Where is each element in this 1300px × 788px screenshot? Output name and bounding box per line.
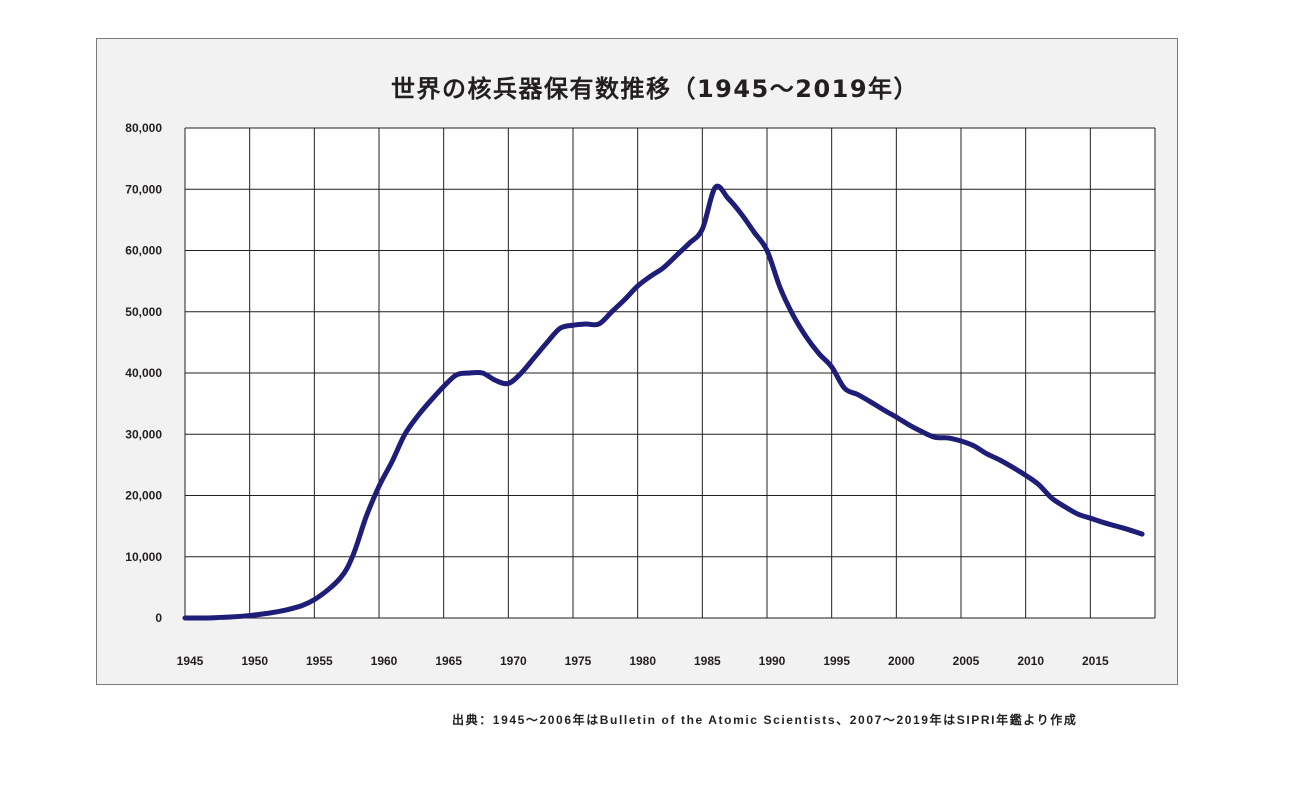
x-tick-label: 2010 xyxy=(1017,654,1044,668)
y-tick-label: 80,000 xyxy=(125,121,162,135)
x-tick-label: 1955 xyxy=(306,654,333,668)
x-tick-label: 2005 xyxy=(953,654,980,668)
data-points xyxy=(184,187,1143,619)
x-tick-label: 1985 xyxy=(694,654,721,668)
x-tick-label: 1980 xyxy=(629,654,656,668)
x-axis: 1945 1950 1955 1960 1965 1970 1975 1980 1985 1990… xyxy=(177,654,1109,668)
x-tick-label: 1990 xyxy=(759,654,786,668)
x-tick-label: 1970 xyxy=(500,654,527,668)
y-tick-label: 0 xyxy=(155,611,162,625)
y-tick-label: 20,000 xyxy=(125,489,162,503)
x-tick-label: 1965 xyxy=(435,654,462,668)
x-tick-label: 2000 xyxy=(888,654,915,668)
x-tick-label: 2015 xyxy=(1082,654,1109,668)
y-tick-label: 70,000 xyxy=(125,182,162,196)
y-tick-label: 50,000 xyxy=(125,305,162,319)
series-line xyxy=(182,183,1145,621)
x-tick-label: 1975 xyxy=(565,654,592,668)
x-tick-label: 1995 xyxy=(823,654,850,668)
chart-title: 世界の核兵器保有数推移（1945〜2019年） xyxy=(391,75,919,103)
x-tick-label: 1960 xyxy=(371,654,398,668)
x-tick-label: 1950 xyxy=(241,654,268,668)
x-tick-label: 1945 xyxy=(177,654,204,668)
y-tick-label: 30,000 xyxy=(125,427,162,441)
grid xyxy=(184,127,1156,619)
y-tick-label: 40,000 xyxy=(125,366,162,380)
y-axis: 0 10,000 20,000 30,000 40,000 50,000 60,000 70,… xyxy=(125,121,162,625)
y-tick-label: 10,000 xyxy=(125,550,162,564)
source-note: 出典：1945〜2006年はBulletin of the Atomic Sci… xyxy=(452,713,1078,727)
y-tick-label: 60,000 xyxy=(125,244,162,258)
